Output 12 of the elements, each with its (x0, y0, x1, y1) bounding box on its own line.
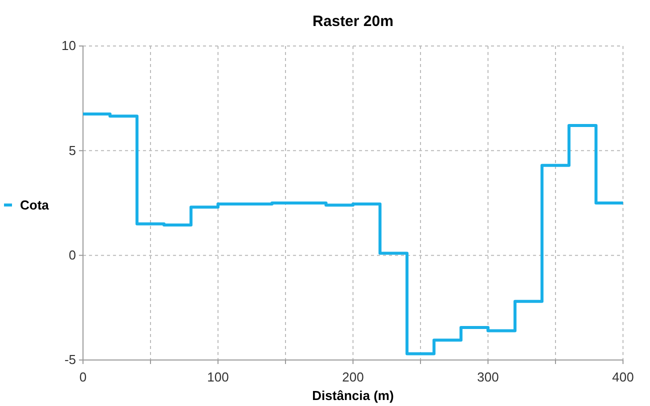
x-tick-label: 300 (477, 369, 499, 384)
x-axis-title: Distância (m) (312, 388, 394, 403)
x-tick-label: 400 (612, 369, 634, 384)
y-tick-label: 5 (68, 142, 76, 158)
y-tick-label: 10 (62, 38, 76, 54)
x-tick-label: 100 (207, 369, 229, 384)
y-tick-label: -5 (64, 352, 76, 368)
y-tick-label: 0 (68, 247, 76, 262)
legend-label: Cota (20, 198, 50, 212)
x-tick-label: 0 (79, 369, 87, 384)
x-tick-label: 200 (342, 369, 364, 384)
chart-title: Raster 20m (312, 13, 394, 30)
